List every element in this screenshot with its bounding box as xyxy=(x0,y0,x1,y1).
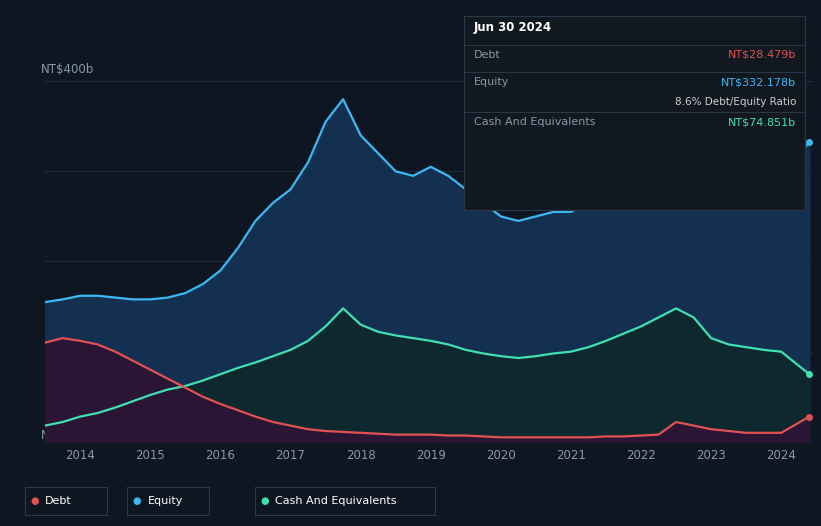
Text: Cash And Equivalents: Cash And Equivalents xyxy=(275,495,397,506)
Text: NT$28.479b: NT$28.479b xyxy=(728,50,796,60)
Text: Equity: Equity xyxy=(474,77,509,87)
Text: NT$0: NT$0 xyxy=(41,429,72,442)
Text: ●: ● xyxy=(30,495,39,506)
Text: Debt: Debt xyxy=(474,50,501,60)
Text: NT$332.178b: NT$332.178b xyxy=(721,77,796,87)
Text: Jun 30 2024: Jun 30 2024 xyxy=(474,21,552,34)
Text: Debt: Debt xyxy=(45,495,72,506)
Text: ●: ● xyxy=(260,495,268,506)
Text: NT$400b: NT$400b xyxy=(41,63,94,76)
Text: ●: ● xyxy=(133,495,141,506)
Text: Cash And Equivalents: Cash And Equivalents xyxy=(474,117,595,127)
Text: 8.6% Debt/Equity Ratio: 8.6% Debt/Equity Ratio xyxy=(675,97,796,107)
Text: NT$74.851b: NT$74.851b xyxy=(728,117,796,127)
Text: Equity: Equity xyxy=(148,495,183,506)
